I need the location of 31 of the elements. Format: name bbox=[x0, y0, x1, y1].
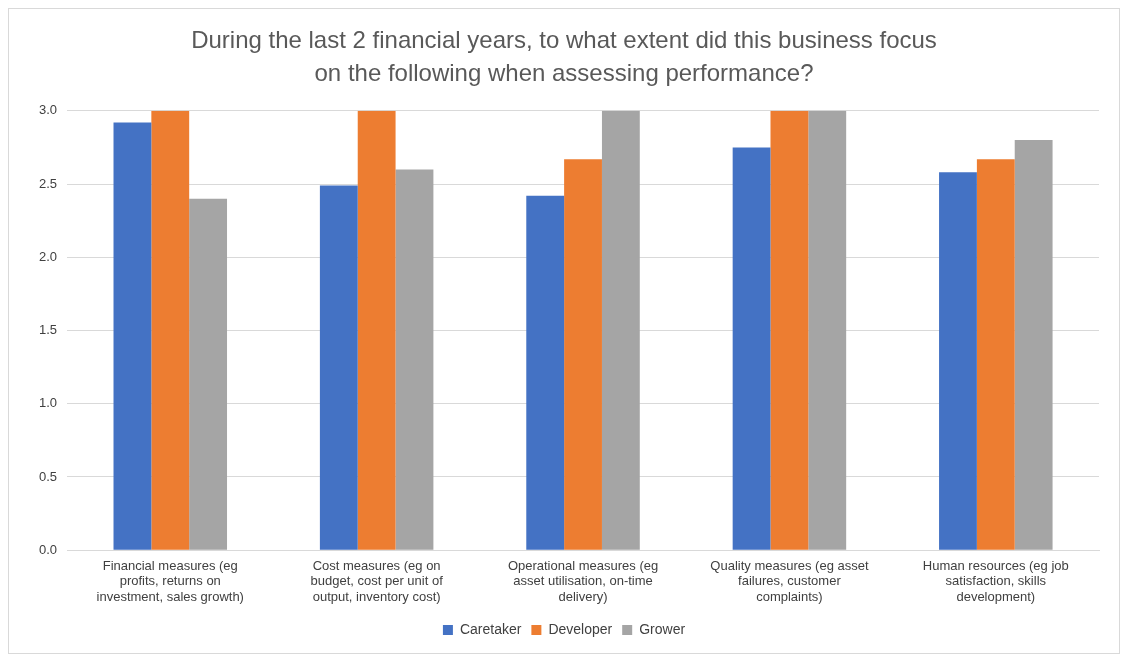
y-tick-label: 1.0 bbox=[38, 395, 58, 411]
chart-title: During the last 2 financial years, to what extent did this business focus on the following when assessing performance? bbox=[190, 25, 938, 88]
bar bbox=[113, 122, 152, 550]
bar bbox=[1014, 140, 1053, 550]
y-tick-label: 0.5 bbox=[38, 468, 58, 484]
bar bbox=[976, 159, 1015, 550]
x-tick-label: Operational measures (eg asset utilisation, on-time delivery) bbox=[507, 557, 659, 604]
x-tick-label: Quality measures (eg asset failures, customer complaints) bbox=[710, 557, 869, 604]
y-tick-label: 2.0 bbox=[38, 248, 58, 264]
bar bbox=[770, 110, 809, 550]
bar bbox=[319, 185, 358, 550]
legend-label: Caretaker bbox=[459, 620, 522, 637]
bar bbox=[601, 110, 640, 550]
bar bbox=[395, 169, 434, 550]
y-tick-label: 0.0 bbox=[38, 541, 58, 557]
bar bbox=[808, 110, 847, 550]
bar bbox=[189, 198, 228, 550]
x-tick-label: Cost measures (eg on budget, cost per unit of output, inventory cost) bbox=[310, 557, 444, 604]
legend-label: Grower bbox=[639, 620, 686, 637]
bar bbox=[564, 159, 602, 550]
y-tick-label: 1.5 bbox=[38, 322, 58, 338]
bar bbox=[526, 195, 565, 550]
bar bbox=[732, 147, 771, 550]
x-tick-label: Human resources (eg job satisfaction, skills development) bbox=[922, 557, 1069, 604]
y-tick-label: 2.5 bbox=[38, 175, 58, 191]
bar bbox=[357, 110, 396, 550]
bar bbox=[939, 172, 977, 550]
legend-label: Developer bbox=[548, 620, 613, 637]
x-tick-label: Financial measures (eg profits, returns on investment, sales growth) bbox=[96, 557, 244, 604]
y-tick-label: 3.0 bbox=[38, 102, 58, 118]
bar bbox=[151, 110, 190, 550]
